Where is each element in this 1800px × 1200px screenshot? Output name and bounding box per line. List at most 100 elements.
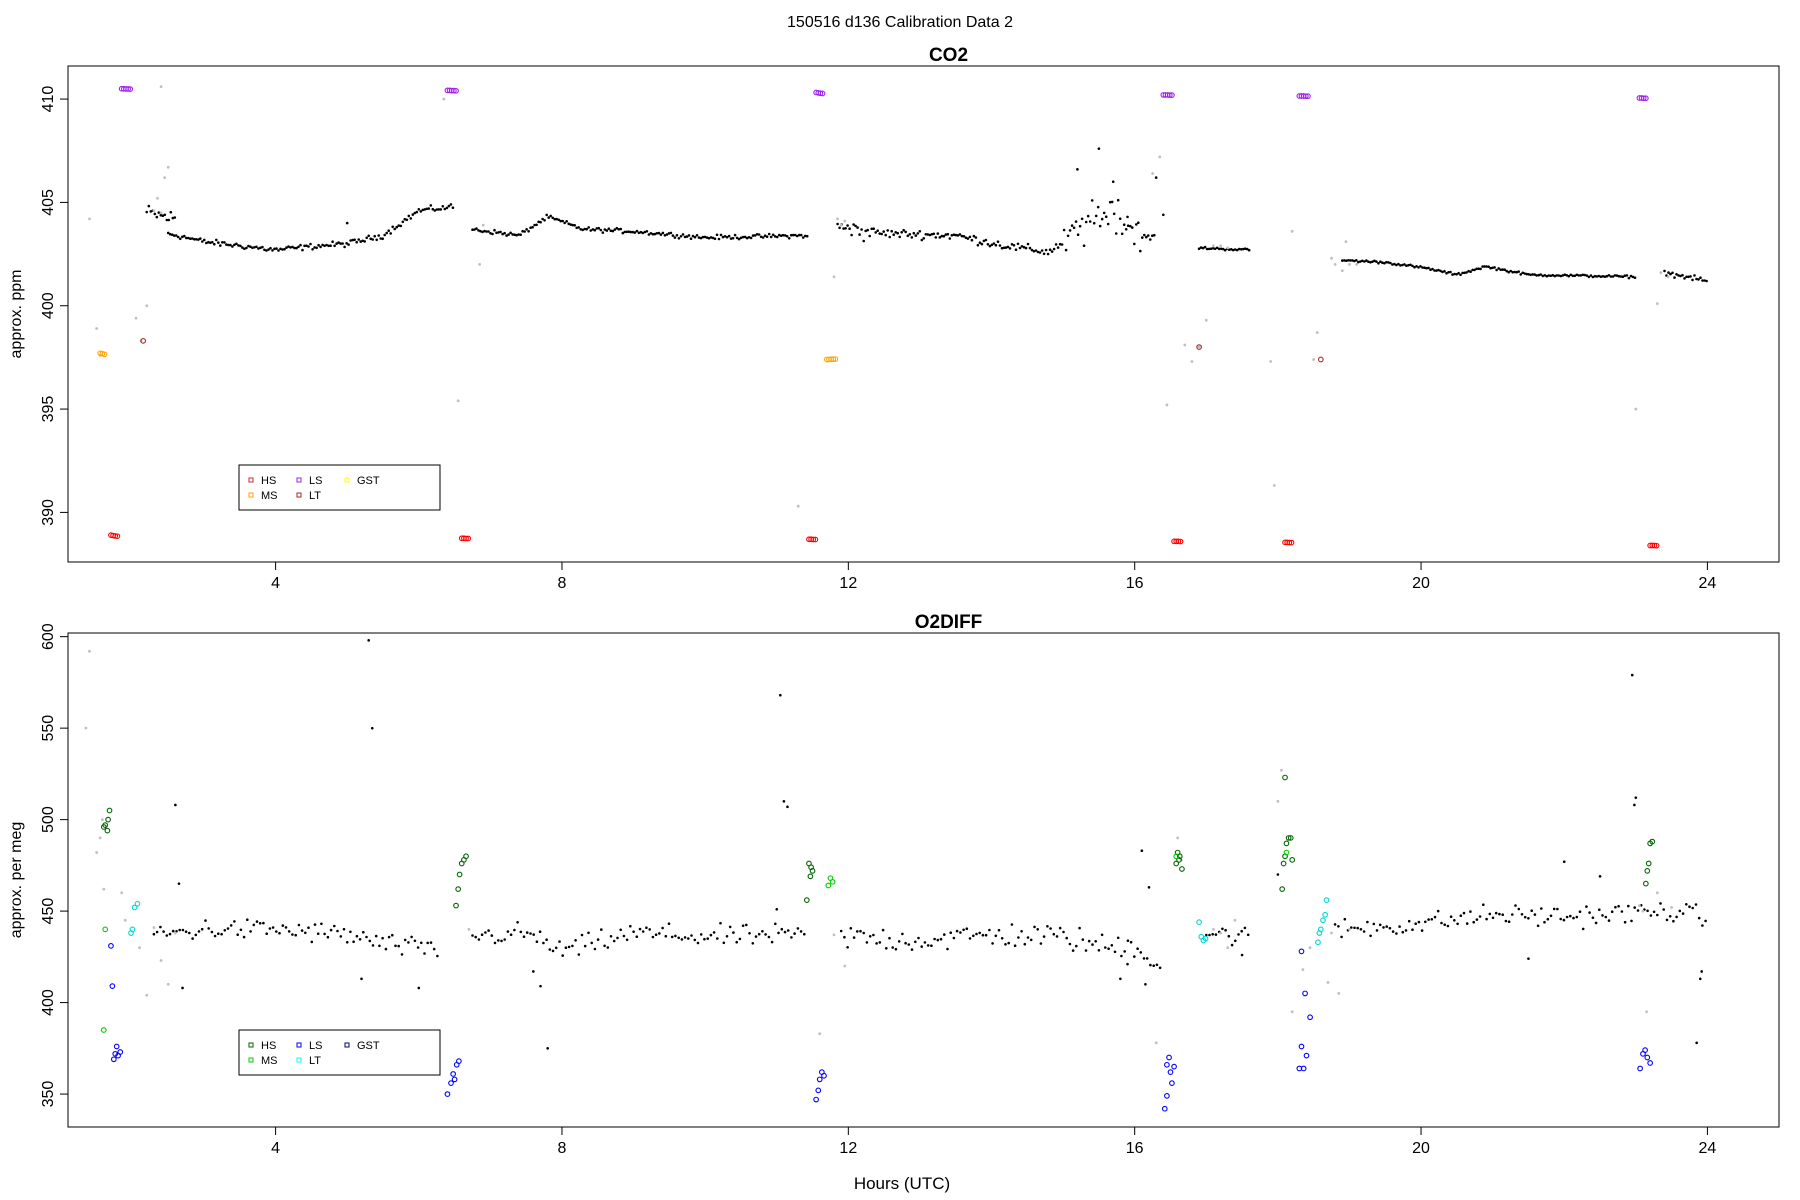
sample-point — [939, 937, 943, 941]
sample-point — [944, 233, 948, 236]
sample-point — [1679, 274, 1682, 278]
sample-point — [897, 940, 901, 943]
sample-point — [1040, 249, 1044, 252]
flagged-point — [88, 649, 91, 653]
flagged-point — [796, 504, 800, 508]
cal-point-hs — [456, 871, 463, 878]
sample-point — [423, 952, 426, 955]
sample-point — [1055, 935, 1059, 938]
flagged-point — [1655, 302, 1659, 306]
sample-point — [1581, 927, 1585, 931]
sample-point — [291, 245, 294, 249]
legend-marker — [344, 477, 350, 483]
sample-point — [623, 230, 627, 234]
sample-point — [1585, 905, 1588, 908]
sample-point — [683, 235, 687, 239]
sample-point — [1425, 266, 1428, 270]
sample-point — [1064, 248, 1068, 252]
sample-point — [782, 800, 786, 803]
sample-point — [677, 237, 681, 240]
sample-point — [1062, 228, 1066, 232]
o2diff-panel: O2DIFF approx. per meg 4 8 12 16 20 24 350 400 450… — [8, 612, 1780, 1157]
sample-point — [1417, 266, 1420, 269]
sample-point — [1087, 939, 1091, 943]
sample-point — [1341, 259, 1344, 262]
sample-point — [207, 240, 210, 244]
cal-point-lt — [140, 338, 147, 344]
sample-point — [745, 923, 748, 927]
sample-point — [735, 940, 738, 944]
sample-point — [719, 233, 723, 237]
sample-point — [387, 935, 391, 939]
sample-point — [263, 248, 266, 252]
sample-point — [946, 947, 949, 951]
legend-marker — [296, 1042, 302, 1048]
sample-point — [1633, 803, 1636, 807]
sample-point — [1004, 943, 1007, 946]
sample-point — [489, 232, 492, 235]
legend: HS MS LS LT GST — [238, 1029, 441, 1076]
sample-point — [1133, 955, 1136, 958]
sample-point — [1038, 251, 1042, 254]
sample-point — [277, 249, 280, 252]
sample-point — [1555, 274, 1559, 277]
sample-point — [852, 223, 855, 226]
sample-point — [926, 233, 930, 236]
flagged-point — [843, 964, 847, 968]
sample-point — [655, 232, 659, 235]
sample-point — [952, 936, 956, 940]
cal-point-ls — [817, 90, 824, 97]
sample-point — [181, 928, 185, 932]
sample-point — [1046, 252, 1050, 256]
sample-point — [546, 1047, 549, 1050]
cal-point-ls — [1302, 990, 1308, 997]
cal-point-ls — [1647, 1060, 1653, 1066]
sample-point — [1046, 925, 1049, 928]
sample-point — [1112, 212, 1116, 216]
sample-point — [769, 235, 773, 239]
sample-point — [449, 203, 453, 206]
sample-point — [368, 939, 372, 943]
sample-point — [1536, 924, 1540, 928]
sample-point — [1074, 220, 1078, 223]
sample-point — [645, 926, 648, 929]
sample-point — [978, 241, 982, 244]
sample-point — [621, 231, 625, 235]
sample-point — [1343, 917, 1347, 921]
sample-point — [1483, 265, 1486, 268]
cal-point-hs — [1288, 539, 1295, 546]
sample-point — [166, 231, 170, 235]
cal-point-ms — [832, 356, 839, 362]
sample-point — [323, 932, 326, 936]
cal-point-lt — [1196, 919, 1202, 925]
sample-point — [1221, 927, 1224, 931]
sample-point — [1162, 213, 1165, 217]
sample-point — [922, 237, 926, 240]
sample-point — [914, 234, 918, 237]
legend-marker — [296, 492, 302, 498]
cal-point-hs — [106, 807, 113, 814]
sample-point — [741, 235, 745, 239]
sample-point — [525, 931, 529, 934]
sample-point — [1039, 942, 1043, 945]
sample-point — [767, 232, 771, 236]
sample-point — [590, 941, 593, 945]
sample-point — [1705, 279, 1708, 283]
y-axis-label: approx. per meg — [8, 822, 25, 939]
sample-point — [1052, 247, 1056, 251]
sample-point — [783, 234, 787, 237]
sample-point — [529, 932, 532, 935]
sample-point — [181, 986, 184, 990]
sample-point — [1033, 925, 1036, 929]
x-tick-label: 24 — [1699, 575, 1717, 592]
sample-point — [982, 239, 986, 243]
sample-point — [994, 243, 998, 247]
cal-point-ms — [829, 878, 836, 885]
cal-point-ms — [825, 882, 832, 889]
sample-point — [745, 236, 749, 240]
sample-point — [1623, 920, 1627, 924]
sample-point — [1126, 962, 1129, 966]
sample-point — [1362, 930, 1366, 933]
sample-point — [1158, 966, 1162, 970]
sample-point — [589, 229, 592, 232]
